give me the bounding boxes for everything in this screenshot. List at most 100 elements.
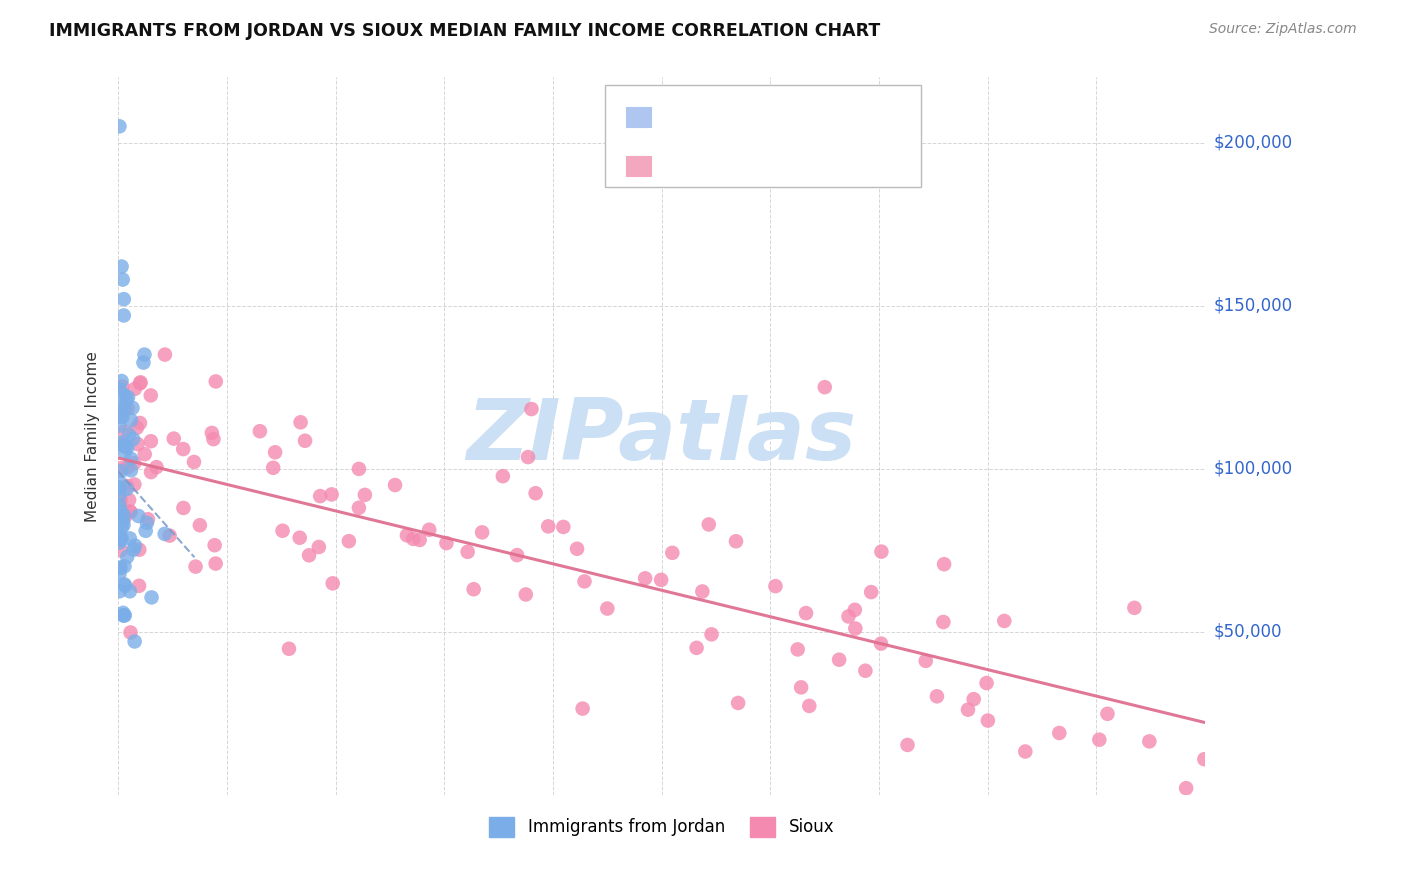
Point [110, 437, 132, 451]
Point [114, 439, 136, 453]
Point [108, 481, 131, 495]
Point [290, 415, 312, 429]
Point [141, 591, 163, 605]
Point [553, 520, 575, 534]
Text: N =: N = [778, 155, 814, 173]
Point [163, 432, 186, 446]
Point [112, 438, 135, 452]
Point [112, 508, 135, 522]
Point [506, 548, 529, 562]
Point [120, 451, 142, 466]
Point [697, 517, 720, 532]
Point [128, 542, 150, 557]
Point [122, 542, 145, 557]
Point [110, 493, 132, 508]
Point [1047, 726, 1070, 740]
Point [692, 584, 714, 599]
Point [463, 582, 485, 597]
Point [115, 549, 138, 564]
Point [114, 425, 136, 439]
Point [108, 481, 131, 495]
Point [111, 520, 134, 534]
Point [111, 409, 134, 424]
Point [134, 447, 156, 461]
Point [790, 681, 813, 695]
Legend: Immigrants from Jordan, Sioux: Immigrants from Jordan, Sioux [482, 810, 841, 844]
Point [153, 347, 176, 361]
Text: $200,000: $200,000 [1213, 134, 1292, 152]
Point [110, 543, 132, 558]
Point [271, 524, 294, 538]
Point [354, 488, 377, 502]
Point [124, 634, 146, 648]
Point [108, 499, 131, 513]
Point [112, 608, 135, 623]
Point [492, 469, 515, 483]
Point [108, 584, 131, 599]
Point [408, 533, 430, 547]
Point [108, 435, 131, 450]
Point [124, 382, 146, 396]
Point [118, 584, 141, 599]
Point [685, 640, 707, 655]
Text: 123: 123 [820, 155, 852, 173]
Point [118, 427, 141, 442]
Point [634, 571, 657, 585]
Point [1014, 745, 1036, 759]
Point [108, 561, 131, 575]
Point [124, 539, 146, 553]
Point [204, 375, 226, 389]
Point [112, 577, 135, 591]
Point [814, 380, 837, 394]
Point [111, 514, 134, 528]
Point [108, 382, 131, 396]
Point [136, 512, 159, 526]
Point [122, 456, 145, 470]
Point [120, 625, 142, 640]
Point [1175, 781, 1198, 796]
Point [288, 531, 311, 545]
Text: -0.696: -0.696 [700, 155, 754, 173]
Point [201, 425, 224, 440]
Point [1194, 752, 1216, 766]
Point [110, 409, 132, 424]
Point [121, 401, 143, 415]
Point [114, 510, 136, 524]
Point [571, 701, 593, 715]
Point [127, 437, 149, 451]
Point [1137, 734, 1160, 748]
Point [134, 347, 156, 361]
Point [956, 703, 979, 717]
Point [110, 561, 132, 575]
Point [298, 549, 321, 563]
Text: ZIPatlas: ZIPatlas [467, 394, 856, 477]
Point [537, 519, 560, 533]
Point [112, 517, 135, 532]
Text: 67: 67 [820, 106, 841, 124]
Point [117, 401, 139, 416]
Point [471, 525, 494, 540]
Point [1097, 706, 1119, 721]
Point [139, 388, 162, 402]
Text: $100,000: $100,000 [1213, 459, 1292, 478]
Text: IMMIGRANTS FROM JORDAN VS SIOUX MEDIAN FAMILY INCOME CORRELATION CHART: IMMIGRANTS FROM JORDAN VS SIOUX MEDIAN F… [49, 22, 880, 40]
Point [139, 434, 162, 449]
Point [153, 527, 176, 541]
Point [436, 536, 458, 550]
Point [799, 698, 821, 713]
Point [524, 486, 547, 500]
Point [112, 292, 135, 306]
Point [993, 614, 1015, 628]
Point [724, 534, 747, 549]
Point [112, 401, 135, 415]
Point [117, 441, 139, 455]
Point [108, 475, 131, 489]
Point [347, 462, 370, 476]
Point [661, 546, 683, 560]
Point [112, 388, 135, 402]
Point [110, 464, 132, 478]
Point [114, 579, 136, 593]
Point [914, 654, 936, 668]
Point [110, 260, 132, 274]
Point [108, 566, 131, 581]
